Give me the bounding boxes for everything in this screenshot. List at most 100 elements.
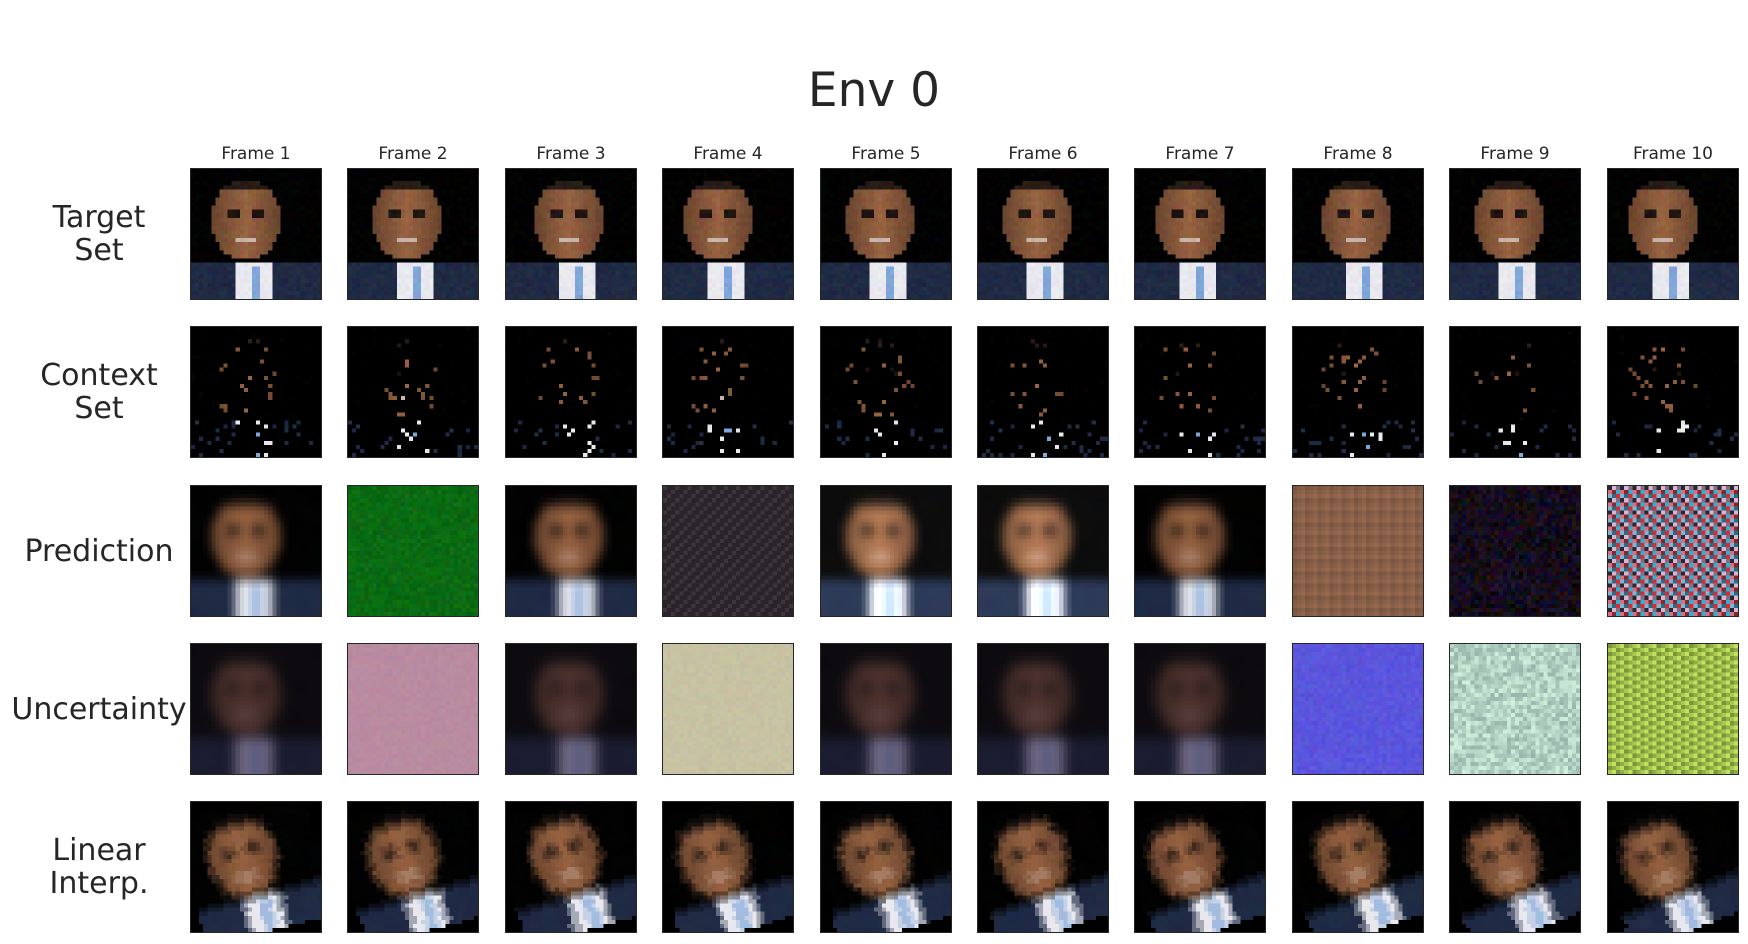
target-image-frame-2 bbox=[347, 168, 479, 300]
prediction-image-frame-10 bbox=[1607, 485, 1739, 617]
column-header-frame-3: Frame 3 bbox=[536, 144, 606, 164]
uncertainty-image-canvas bbox=[663, 644, 793, 774]
context-image-frame-9 bbox=[1449, 326, 1581, 458]
target-image-canvas bbox=[1293, 169, 1423, 299]
uncertainty-image-canvas bbox=[506, 644, 636, 774]
prediction-image-frame-3 bbox=[505, 485, 637, 617]
context-image-frame-7 bbox=[1134, 326, 1266, 458]
context-image-frame-5 bbox=[820, 326, 952, 458]
prediction-image-frame-2 bbox=[347, 485, 479, 617]
uncertainty-image-canvas bbox=[1293, 644, 1423, 774]
uncertainty-image-frame-9 bbox=[1449, 643, 1581, 775]
linear-image-frame-4 bbox=[662, 801, 794, 933]
context-image-canvas bbox=[1293, 327, 1423, 457]
row-label-target: Target Set bbox=[52, 200, 146, 268]
column-header-frame-10: Frame 10 bbox=[1632, 144, 1713, 164]
linear-image-canvas bbox=[821, 802, 951, 932]
uncertainty-image-frame-6 bbox=[977, 643, 1109, 775]
target-image-canvas bbox=[506, 169, 636, 299]
target-image-canvas bbox=[663, 169, 793, 299]
target-image-frame-7 bbox=[1134, 168, 1266, 300]
context-image-frame-2 bbox=[347, 326, 479, 458]
prediction-image-canvas bbox=[1608, 486, 1738, 616]
linear-image-frame-7 bbox=[1134, 801, 1266, 933]
column-header-frame-1: Frame 1 bbox=[221, 144, 291, 164]
context-image-canvas bbox=[978, 327, 1108, 457]
prediction-image-canvas bbox=[348, 486, 478, 616]
column-header-frame-8: Frame 8 bbox=[1323, 144, 1393, 164]
linear-image-frame-8 bbox=[1292, 801, 1424, 933]
column-header-frame-7: Frame 7 bbox=[1165, 144, 1235, 164]
prediction-image-frame-1 bbox=[190, 485, 322, 617]
context-image-frame-1 bbox=[190, 326, 322, 458]
context-image-frame-10 bbox=[1607, 326, 1739, 458]
linear-image-canvas bbox=[978, 802, 1108, 932]
uncertainty-image-canvas bbox=[348, 644, 478, 774]
column-header-frame-5: Frame 5 bbox=[851, 144, 921, 164]
linear-image-canvas bbox=[348, 802, 478, 932]
target-image-frame-6 bbox=[977, 168, 1109, 300]
uncertainty-image-canvas bbox=[1135, 644, 1265, 774]
target-image-canvas bbox=[191, 169, 321, 299]
uncertainty-image-canvas bbox=[1450, 644, 1580, 774]
uncertainty-image-frame-3 bbox=[505, 643, 637, 775]
row-label-uncertainty: Uncertainty bbox=[11, 691, 187, 727]
uncertainty-image-frame-2 bbox=[347, 643, 479, 775]
context-image-canvas bbox=[1608, 327, 1738, 457]
linear-image-canvas bbox=[191, 802, 321, 932]
target-image-frame-9 bbox=[1449, 168, 1581, 300]
linear-image-frame-5 bbox=[820, 801, 952, 933]
prediction-image-canvas bbox=[1135, 486, 1265, 616]
row-label-linear: Linear Interp. bbox=[49, 833, 149, 901]
prediction-image-canvas bbox=[821, 486, 951, 616]
prediction-image-frame-6 bbox=[977, 485, 1109, 617]
target-image-frame-4 bbox=[662, 168, 794, 300]
column-header-frame-6: Frame 6 bbox=[1008, 144, 1078, 164]
target-image-frame-1 bbox=[190, 168, 322, 300]
target-image-canvas bbox=[1608, 169, 1738, 299]
linear-image-canvas bbox=[506, 802, 636, 932]
uncertainty-image-frame-4 bbox=[662, 643, 794, 775]
prediction-image-frame-7 bbox=[1134, 485, 1266, 617]
row-label-prediction: Prediction bbox=[24, 533, 174, 569]
context-image-canvas bbox=[1450, 327, 1580, 457]
target-image-canvas bbox=[1450, 169, 1580, 299]
linear-image-canvas bbox=[1450, 802, 1580, 932]
prediction-image-frame-4 bbox=[662, 485, 794, 617]
uncertainty-image-canvas bbox=[978, 644, 1108, 774]
target-image-canvas bbox=[348, 169, 478, 299]
context-image-frame-4 bbox=[662, 326, 794, 458]
prediction-image-frame-9 bbox=[1449, 485, 1581, 617]
context-image-frame-6 bbox=[977, 326, 1109, 458]
target-image-canvas bbox=[978, 169, 1108, 299]
linear-image-frame-2 bbox=[347, 801, 479, 933]
column-header-frame-2: Frame 2 bbox=[378, 144, 448, 164]
prediction-image-canvas bbox=[1293, 486, 1423, 616]
uncertainty-image-frame-5 bbox=[820, 643, 952, 775]
target-image-canvas bbox=[1135, 169, 1265, 299]
linear-image-frame-10 bbox=[1607, 801, 1739, 933]
linear-image-canvas bbox=[1293, 802, 1423, 932]
linear-image-frame-3 bbox=[505, 801, 637, 933]
context-image-canvas bbox=[821, 327, 951, 457]
column-header-frame-4: Frame 4 bbox=[693, 144, 763, 164]
context-image-frame-3 bbox=[505, 326, 637, 458]
target-image-frame-3 bbox=[505, 168, 637, 300]
uncertainty-image-frame-7 bbox=[1134, 643, 1266, 775]
uncertainty-image-canvas bbox=[1608, 644, 1738, 774]
prediction-image-canvas bbox=[663, 486, 793, 616]
target-image-frame-5 bbox=[820, 168, 952, 300]
context-image-canvas bbox=[191, 327, 321, 457]
row-label-context: Context Set bbox=[40, 358, 158, 426]
prediction-image-frame-5 bbox=[820, 485, 952, 617]
prediction-image-canvas bbox=[1450, 486, 1580, 616]
linear-image-canvas bbox=[1608, 802, 1738, 932]
uncertainty-image-frame-10 bbox=[1607, 643, 1739, 775]
linear-image-canvas bbox=[1135, 802, 1265, 932]
prediction-image-frame-8 bbox=[1292, 485, 1424, 617]
prediction-image-canvas bbox=[506, 486, 636, 616]
figure-title: Env 0 bbox=[807, 63, 941, 118]
prediction-image-canvas bbox=[191, 486, 321, 616]
target-image-canvas bbox=[821, 169, 951, 299]
uncertainty-image-canvas bbox=[191, 644, 321, 774]
